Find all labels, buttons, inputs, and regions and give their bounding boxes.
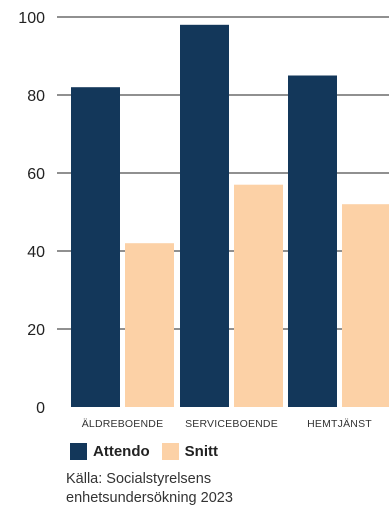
bar-snitt-0 (125, 243, 174, 407)
x-axis-categories: ÄLDREBOENDE SERVICEBOENDE HEMTJÄNST (82, 418, 372, 430)
legend-swatch-snitt (161, 443, 179, 460)
legend-item-snitt: Snitt (161, 443, 218, 460)
y-tick-label: 0 (36, 400, 45, 417)
legend-label-attendo: Attendo (93, 443, 150, 460)
y-tick-label: 20 (27, 322, 45, 339)
bar-attendo-1 (180, 24, 229, 408)
x-category-label: SERVICEBOENDE (185, 418, 278, 430)
source-line-2: enhetsundersökning 2023 (66, 490, 233, 506)
legend-label-snitt: Snitt (184, 443, 218, 460)
bar-chart: 0 20 40 60 80 100 ÄLDREBOENDE SERVICEBOENDE HEM… (18, 10, 389, 430)
bar-snitt-1 (234, 184, 283, 407)
y-tick-label: 60 (27, 166, 45, 183)
legend: Attendo Snitt (70, 443, 230, 460)
bar-attendo-2 (288, 75, 337, 407)
bar-attendo-0 (71, 87, 120, 407)
y-axis-ticks: 0 20 40 60 80 100 (18, 10, 45, 417)
x-category-label: ÄLDREBOENDE (82, 418, 164, 430)
y-tick-label: 80 (27, 88, 45, 105)
legend-swatch-attendo (70, 443, 87, 460)
x-category-label: HEMTJÄNST (307, 418, 372, 430)
source-note: Källa: Socialstyrelsens enhetsundersökni… (66, 470, 366, 508)
bar-snitt-2 (342, 204, 389, 407)
y-tick-label: 100 (18, 10, 45, 27)
bars (71, 24, 389, 408)
source-line-1: Källa: Socialstyrelsens (66, 471, 212, 487)
legend-item-attendo: Attendo (70, 443, 150, 460)
y-tick-label: 40 (27, 244, 45, 261)
